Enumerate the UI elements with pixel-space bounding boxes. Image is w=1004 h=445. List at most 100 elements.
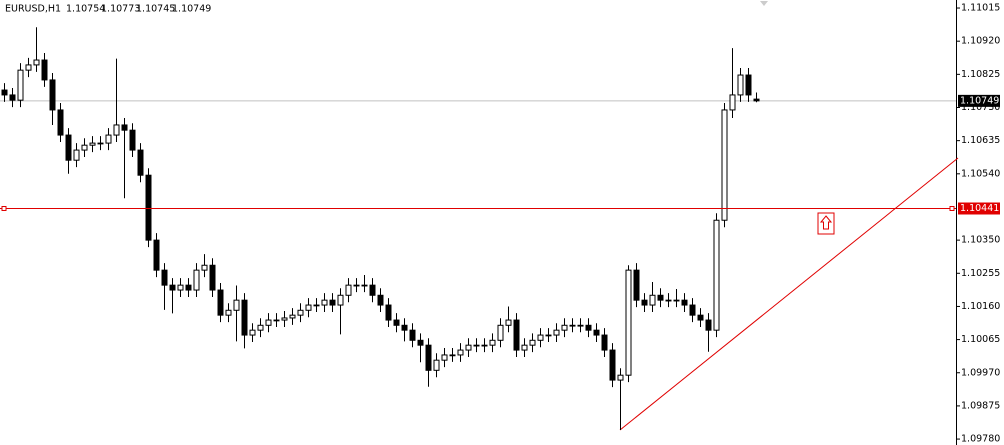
candle-body [49,79,56,111]
header-open: 1.10754 [66,4,105,15]
candle-body [265,319,272,326]
candle-body [617,374,624,381]
hline-handle [1,206,7,211]
candle-body [337,294,344,306]
candle-body [465,344,472,351]
header-high: 1.10773 [101,4,140,15]
candle-body [361,284,368,287]
candle-body [65,134,72,161]
candle-body [185,284,192,291]
candle-body [225,309,232,316]
y-tick-label: 1.10825 [961,69,1000,80]
arrow-up [819,215,833,230]
candle-body [33,59,40,66]
candle-body [321,299,328,306]
arrow-icon [817,212,835,235]
candle-body [369,284,376,296]
candle-body [385,304,392,321]
y-tick-label: 1.10350 [961,235,1000,246]
candle-body [441,354,448,361]
candle-body [9,94,16,101]
candle-body [169,284,176,291]
candle-body [529,339,536,346]
candle-body [641,299,648,306]
candle-body [601,334,608,351]
candle-body [633,269,640,301]
hline-label-box [958,202,1000,215]
candle-body [585,324,592,331]
candle-body [665,299,672,302]
y-tick-label: 1.09970 [961,367,1000,378]
candle-body [257,324,264,331]
candle-body [105,134,112,144]
shift-marker [760,1,768,6]
bid-label-box [958,94,1000,107]
header-close: 1.10749 [172,4,211,15]
candle-body [657,294,664,301]
candle-body [177,284,184,291]
y-tick-label: 1.10920 [961,36,1000,47]
y-tick-label: 1.09875 [961,400,1000,411]
candle-body [289,314,296,319]
candle-body [705,319,712,331]
symbol-label: EURUSD,H1 [5,4,61,15]
header-low: 1.10745 [136,4,175,15]
candle-body [673,299,680,302]
candle-body [625,269,632,376]
y-tick-label: 1.10635 [961,135,1000,146]
candle-body [553,329,560,336]
candle-body [609,349,616,381]
candle-body [153,239,160,271]
y-tick-label: 1.10065 [961,334,1000,345]
candle-body [217,289,224,316]
hline-handle [949,206,955,211]
candle-body [233,299,240,311]
candle-body [305,304,312,311]
candle-body [681,299,688,306]
trend-line [619,157,959,431]
hline-label: 1.10441 [960,203,999,214]
y-tick-label: 1.10730 [961,102,1000,113]
candle-body [569,324,576,327]
candle-body [273,319,280,322]
candle-body [745,74,752,96]
candle-body [561,324,568,331]
candle-body [521,344,528,351]
candle-body [753,98,760,102]
candle-body [545,334,552,337]
candle-body [97,142,104,145]
candle-body [489,339,496,346]
candle-body [401,324,408,331]
candle-body [81,144,88,151]
y-tick-label: 1.10160 [961,301,1000,312]
candle-body [113,124,120,136]
candle-body [137,149,144,176]
candle-body [73,149,80,161]
bid-label: 1.10749 [960,95,999,106]
candle-body [161,269,168,286]
candle-body [513,319,520,351]
candle-body [721,109,728,221]
candle-body [713,219,720,331]
candle-body [241,299,248,336]
candle-body [697,314,704,321]
candle-body [209,264,216,291]
candle-body [593,329,600,336]
candle-body [129,129,136,151]
candle-body [577,324,584,327]
candle-body [497,324,504,341]
candle-body [729,94,736,111]
candle-body [393,319,400,326]
candle-body [737,74,744,96]
candle-body [649,294,656,306]
candle-body [57,109,64,136]
candle-body [505,319,512,326]
candle-body [433,359,440,371]
arrow-box [817,212,835,235]
candle-body [41,59,48,81]
y-tick-label: 1.11015 [961,3,1000,14]
candle-body [1,89,8,96]
candle-body [249,329,256,336]
